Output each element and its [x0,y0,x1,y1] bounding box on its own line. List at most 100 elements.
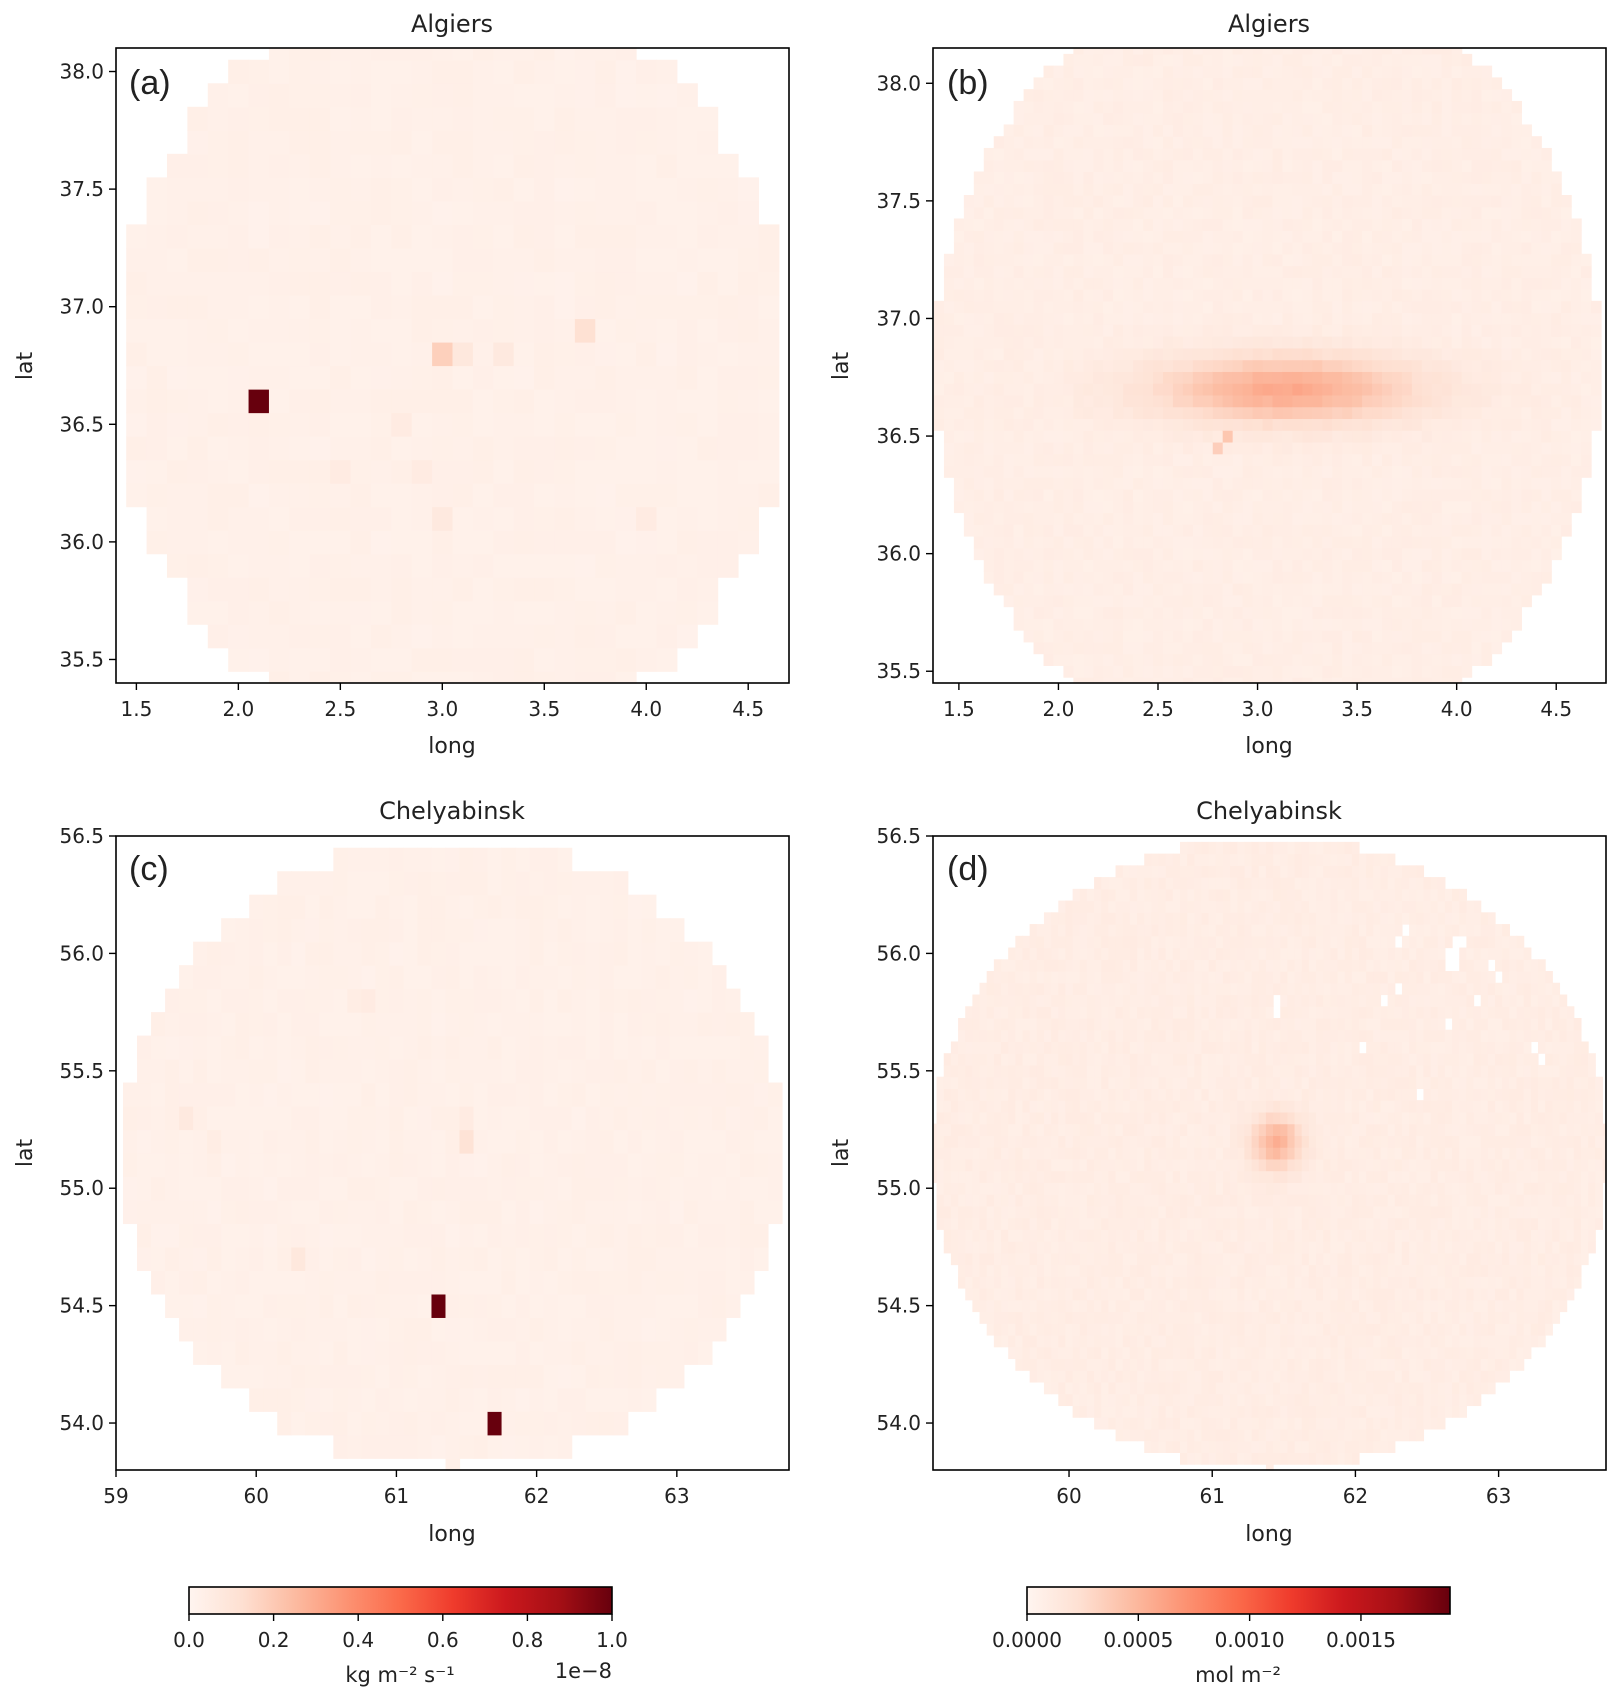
heatmap-cell [472,83,494,108]
heatmap-cell [1172,383,1184,396]
heatmap-cell [187,200,209,225]
heatmap-cell [1103,230,1114,243]
heatmap-cell [1282,547,1293,561]
heatmap-cell [1252,430,1264,443]
heatmap-cell [1511,418,1522,431]
heatmap-cell [1491,559,1503,572]
heatmap-cell [330,600,352,625]
heatmap-cell [1063,488,1074,502]
heatmap-cell [1222,477,1234,490]
heatmap-cell [1013,159,1025,173]
heatmap-cell [166,365,188,390]
heatmap-cell [1192,406,1204,420]
heatmap-cell [1172,594,1184,608]
heatmap-cell [445,1364,461,1389]
heatmap-cell [249,1012,264,1037]
heatmap-cell [1421,230,1433,243]
heatmap-cell [1153,124,1164,137]
heatmap-cell [1531,183,1542,196]
heatmap-cell [543,1153,559,1178]
heatmap-cell [1143,430,1154,443]
heatmap-cell [1551,406,1562,420]
heatmap-cell [1073,253,1084,267]
heatmap-cell [166,318,188,343]
heatmap-cell [389,1153,405,1178]
heatmap-cell [1431,265,1443,278]
heatmap-cell [375,1012,391,1037]
heatmap-cell [403,918,419,943]
heatmap-cell [305,1340,320,1365]
heatmap-cell [1073,136,1084,149]
heatmap-cell [1043,547,1055,561]
heatmap-cell [1352,171,1363,184]
heatmap-cell [411,483,433,508]
heatmap-cell [459,847,475,872]
heatmap-cell [1322,371,1333,384]
heatmap-cell [1401,347,1413,361]
heatmap-cell [1262,618,1274,631]
heatmap-cell [1073,100,1084,114]
heatmap-cell [1212,418,1224,431]
heatmap-cell [452,671,474,684]
heatmap-cell [1441,53,1453,67]
heatmap-cell [370,600,392,625]
heatmap-cell [1362,665,1373,678]
heatmap-cell [1192,371,1204,384]
heatmap-cell [534,224,556,249]
heatmap-cell [1133,383,1144,396]
heatmap-cell [1242,312,1254,325]
heatmap-cell [1212,147,1224,161]
heatmap-cell [389,1434,405,1459]
heatmap-cell [1182,630,1194,643]
heatmap-cell [613,894,629,919]
heatmap-cell [515,1106,531,1131]
heatmap-cell [1262,371,1274,384]
heatmap-cell [655,1176,671,1201]
heatmap-cell [1501,277,1513,290]
heatmap-cell [983,559,995,572]
heatmap-cell [1471,571,1483,584]
heatmap-cell [1143,347,1154,361]
heatmap-cell [1431,665,1443,678]
heatmap-cell [493,59,515,84]
heatmap-cell [319,1340,334,1365]
heatmap-cell [1382,383,1393,396]
heatmap-cell [1262,277,1274,290]
heatmap-cell [1143,171,1154,184]
heatmap-cell [263,1317,278,1342]
heatmap-cell [1322,441,1333,455]
heatmap-cell [487,1106,503,1131]
heatmap-cell [166,247,188,273]
heatmap-cell [1362,289,1373,302]
heatmap-cell [1561,418,1572,431]
heatmap-cell [333,918,348,943]
heatmap-cell [347,1082,362,1107]
heatmap-cell [1242,477,1254,490]
heatmap-cell [1023,230,1035,243]
heatmap-cell [1003,336,1015,349]
heatmap-cell [1172,547,1184,561]
heatmap-cell [1232,430,1244,443]
heatmap-cell [1332,242,1343,255]
heatmap-cell [676,577,698,602]
heatmap-cell [738,271,760,296]
heatmap-cell [501,988,517,1013]
heatmap-cell [1172,347,1184,361]
heatmap-cell [473,1012,489,1037]
heatmap-cell [1103,641,1114,655]
heatmap-cell [758,412,780,437]
heatmap-cell [228,177,250,202]
heatmap-cell [1352,136,1363,149]
heatmap-cell [1063,230,1074,243]
heatmap-cell [350,553,372,578]
heatmap-cell [983,183,995,196]
heatmap-cell [333,1340,348,1365]
heatmap-cell [146,224,168,249]
heatmap-cell [1212,536,1224,549]
heatmap-cell [472,271,494,296]
heatmap-cell [599,1035,615,1060]
heatmap-cell [1033,124,1045,137]
heatmap-cell [1411,336,1423,349]
heatmap-cell [1222,371,1234,384]
heatmap-cell [165,1012,180,1037]
